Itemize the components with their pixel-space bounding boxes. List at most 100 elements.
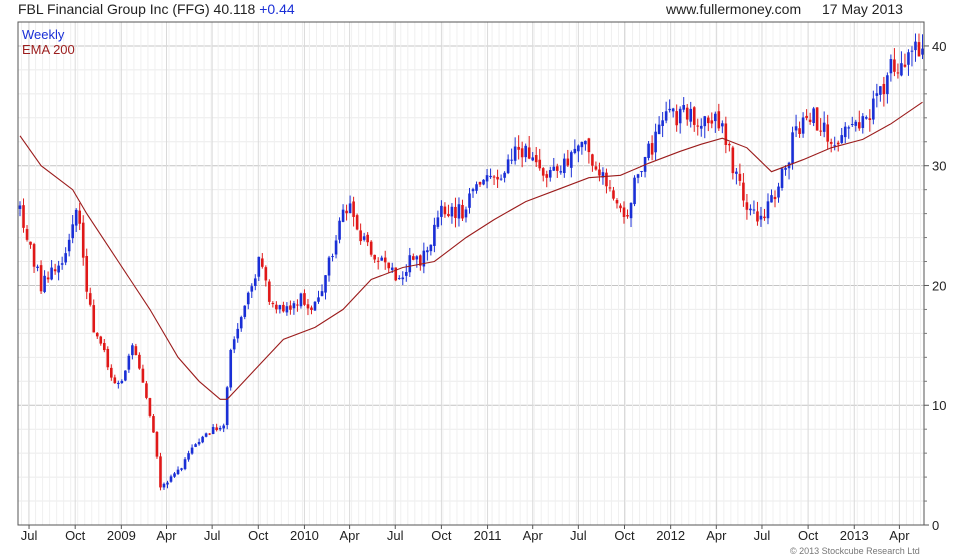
weekly-candle [190, 444, 194, 455]
x-tick-label: Oct [798, 528, 819, 543]
weekly-candle [187, 450, 190, 462]
weekly-candle [654, 123, 657, 161]
weekly-candle [742, 173, 745, 207]
weekly-candle [345, 204, 348, 221]
legend-weekly: Weekly [22, 27, 65, 42]
weekly-candle [861, 113, 865, 134]
weekly-candle [74, 208, 78, 232]
x-tick-label: Apr [339, 528, 360, 543]
x-tick-label: Jul [754, 528, 771, 543]
weekly-candle [447, 204, 450, 218]
x-axis: Jul Oct 2009 Apr Jul Oct 2010 Apr Jul Oct 2011 Apr J… [21, 525, 910, 543]
weekly-candle [373, 254, 376, 263]
weekly-candle [218, 425, 222, 432]
source-site[interactable]: www.fullermoney.com [666, 1, 802, 17]
weekly-candle [506, 154, 510, 175]
weekly-candle [253, 274, 257, 291]
weekly-candle [520, 141, 524, 168]
weekly-candle [454, 197, 457, 228]
weekly-candle [397, 275, 401, 280]
weekly-candle [211, 424, 215, 435]
y-axis: 0 10 20 30 40 [924, 39, 946, 533]
weekly-candle [194, 443, 197, 448]
weekly-candle [440, 200, 443, 226]
weekly-candle [412, 253, 415, 261]
weekly-candle [780, 167, 784, 191]
y-tick-label: 0 [932, 518, 939, 533]
weekly-candle [900, 51, 903, 77]
y-tick-label: 20 [932, 278, 946, 293]
weekly-candle [685, 103, 689, 126]
weekly-candle [25, 225, 29, 242]
weekly-candle [81, 215, 85, 266]
weekly-candle [598, 162, 601, 182]
weekly-candle [570, 150, 573, 178]
weekly-candle [320, 284, 324, 297]
weekly-candle [633, 175, 636, 207]
weekly-candle [204, 432, 208, 438]
weekly-candle [552, 157, 556, 172]
weekly-candle [714, 111, 717, 133]
weekly-candle [222, 423, 225, 433]
weekly-candle [180, 467, 183, 472]
weekly-candle [183, 457, 187, 471]
weekly-candle [57, 260, 60, 281]
weekly-candle [510, 148, 513, 165]
weekly-candle [475, 181, 478, 194]
weekly-candle [847, 125, 851, 139]
weekly-candle [566, 149, 570, 167]
weekly-candle [879, 86, 882, 102]
weekly-candle [236, 323, 240, 343]
weekly-candle [355, 213, 359, 231]
copyright-notice: © 2013 Stockcube Research Ltd [790, 546, 920, 556]
weekly-candle [675, 104, 678, 132]
weekly-candle [914, 33, 917, 62]
weekly-candle [50, 260, 53, 281]
weekly-candle [327, 255, 331, 282]
weekly-candle [46, 271, 50, 283]
weekly-candle [366, 232, 369, 247]
weekly-candle [169, 474, 173, 483]
weekly-candle [647, 140, 650, 161]
weekly-candle [246, 291, 250, 310]
weekly-candle [324, 275, 327, 300]
weekly-candle [134, 343, 138, 356]
weekly-candle [496, 169, 499, 188]
weekly-candle [735, 167, 738, 185]
weekly-candle [910, 46, 914, 67]
weekly-candle [808, 112, 812, 125]
weekly-candle [622, 201, 626, 224]
weekly-candle [524, 143, 527, 163]
weekly-candle [92, 299, 96, 333]
weekly-candle [541, 167, 545, 182]
weekly-candle [563, 153, 566, 178]
weekly-candle [443, 202, 447, 218]
weekly-candle [731, 145, 735, 180]
weekly-candle [738, 163, 742, 186]
weekly-candle [728, 142, 731, 152]
x-tick-label: Apr [889, 528, 910, 543]
weekly-candle [819, 118, 822, 136]
weekly-candle [299, 292, 303, 309]
weekly-candle [22, 198, 25, 233]
weekly-candle [306, 298, 310, 316]
weekly-candle [468, 187, 471, 214]
weekly-candle [341, 204, 345, 223]
weekly-candle [369, 240, 373, 257]
weekly-candle [752, 200, 756, 214]
weekly-candle [457, 197, 461, 227]
ema-200-line [19, 101, 923, 400]
weekly-candle [232, 336, 236, 354]
weekly-candle [257, 256, 261, 282]
weekly-candle [889, 54, 893, 82]
weekly-candle [243, 305, 247, 320]
weekly-candle [893, 48, 896, 77]
weekly-candle [120, 379, 124, 384]
weekly-candle [64, 247, 67, 266]
weekly-candle [53, 263, 57, 275]
weekly-candle [422, 242, 426, 274]
weekly-candle [584, 140, 587, 151]
x-tick-label: Jul [21, 528, 38, 543]
weekly-candle [664, 101, 668, 124]
